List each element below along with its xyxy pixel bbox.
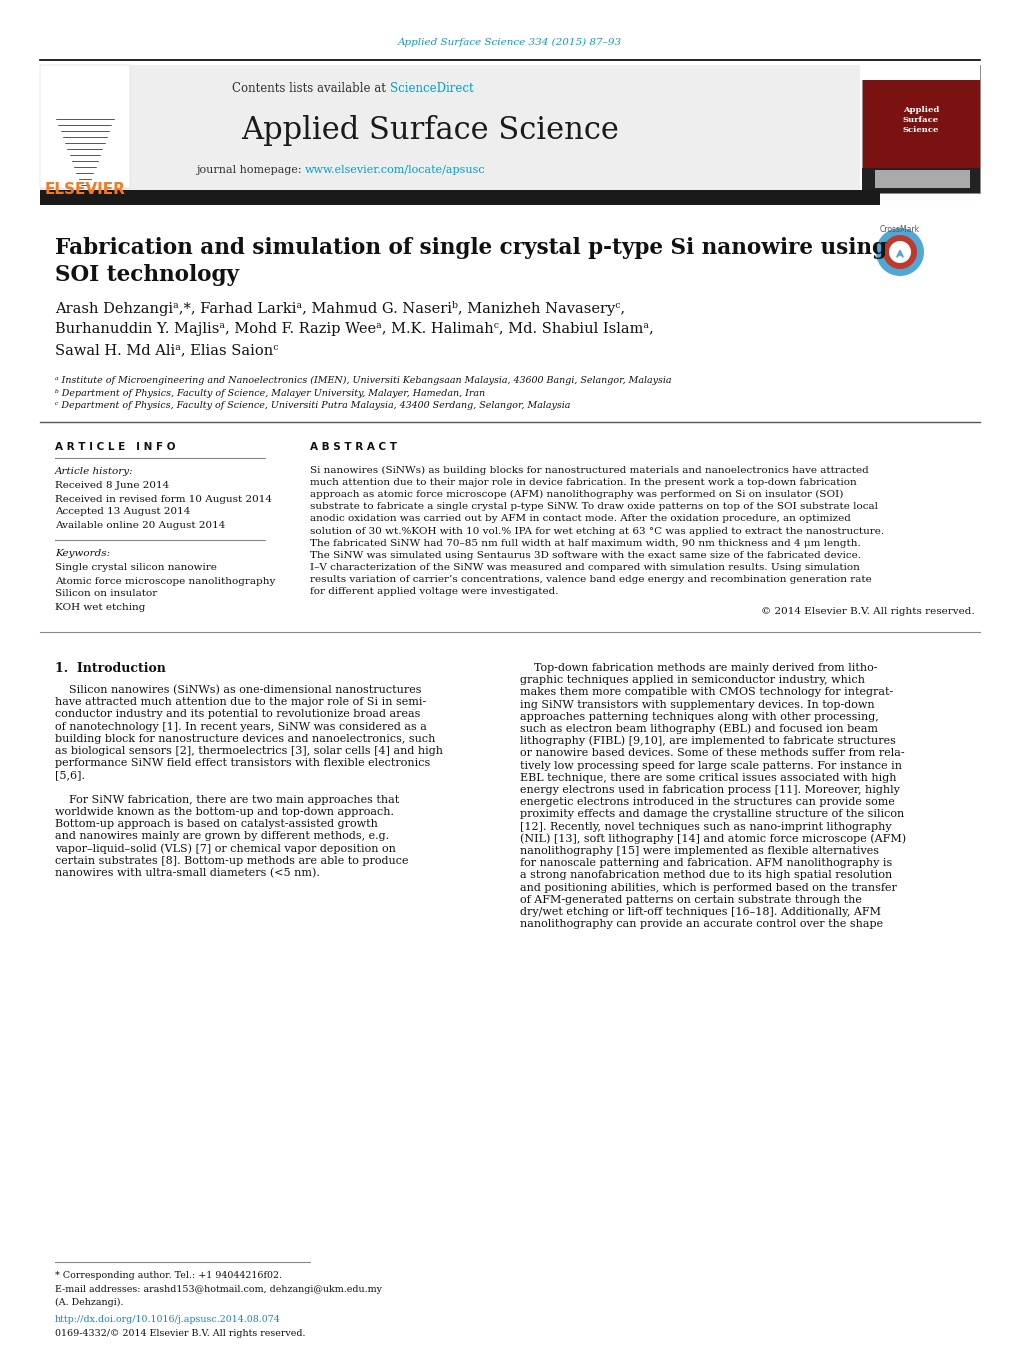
Text: Applied Surface Science: Applied Surface Science [240, 115, 619, 146]
Text: For SiNW fabrication, there are two main approaches that: For SiNW fabrication, there are two main… [55, 794, 398, 805]
Text: solution of 30 wt.%KOH with 10 vol.% IPA for wet etching at 63 °C was applied to: solution of 30 wt.%KOH with 10 vol.% IPA… [310, 527, 883, 535]
Text: © 2014 Elsevier B.V. All rights reserved.: © 2014 Elsevier B.V. All rights reserved… [760, 608, 974, 616]
Text: lithography (FIBL) [9,10], are implemented to fabricate structures: lithography (FIBL) [9,10], are implement… [520, 736, 895, 747]
Text: energetic electrons introduced in the structures can provide some: energetic electrons introduced in the st… [520, 797, 894, 807]
Text: ELSEVIER: ELSEVIER [45, 182, 125, 197]
Text: ᵇ Department of Physics, Faculty of Science, Malayer University, Malayer, Hameda: ᵇ Department of Physics, Faculty of Scie… [55, 389, 485, 397]
Text: substrate to fabricate a single crystal p-type SiNW. To draw oxide patterns on t: substrate to fabricate a single crystal … [310, 503, 877, 511]
Text: Fabrication and simulation of single crystal p-type Si nanowire using: Fabrication and simulation of single cry… [55, 236, 887, 259]
Bar [874, 170, 969, 188]
Text: Atomic force microscope nanolithography: Atomic force microscope nanolithography [55, 577, 275, 585]
Text: Article history:: Article history: [55, 467, 133, 477]
Text: and nanowires mainly are grown by different methods, e.g.: and nanowires mainly are grown by differ… [55, 831, 388, 842]
Text: such as electron beam lithography (EBL) and focused ion beam: such as electron beam lithography (EBL) … [520, 724, 877, 735]
Bar [861, 65, 979, 193]
Text: A B S T R A C T: A B S T R A C T [310, 442, 396, 453]
Text: Si nanowires (SiNWs) as building blocks for nanostructured materials and nanoele: Si nanowires (SiNWs) as building blocks … [310, 466, 868, 474]
Text: ing SiNW transistors with supplementary devices. In top-down: ing SiNW transistors with supplementary … [520, 700, 873, 709]
Text: Sawal H. Md Aliᵃ, Elias Saionᶜ: Sawal H. Md Aliᵃ, Elias Saionᶜ [55, 343, 278, 357]
Text: nanowires with ultra-small diameters (<5 nm).: nanowires with ultra-small diameters (<5… [55, 867, 320, 878]
Text: a strong nanofabrication method due to its high spatial resolution: a strong nanofabrication method due to i… [520, 870, 892, 881]
Text: Available online 20 August 2014: Available online 20 August 2014 [55, 520, 225, 530]
Text: dry/wet etching or lift-off techniques [16–18]. Additionally, AFM: dry/wet etching or lift-off techniques [… [520, 907, 880, 917]
Text: energy electrons used in fabrication process [11]. Moreover, highly: energy electrons used in fabrication pro… [520, 785, 899, 794]
Circle shape [889, 240, 910, 263]
Text: The fabricated SiNW had 70–85 nm full width at half maximum width, 90 nm thickne: The fabricated SiNW had 70–85 nm full wi… [310, 539, 860, 547]
Bar [40, 65, 859, 190]
Text: www.elsevier.com/locate/apsusc: www.elsevier.com/locate/apsusc [305, 165, 485, 176]
Text: performance SiNW field effect transistors with flexible electronics: performance SiNW field effect transistor… [55, 758, 430, 769]
Text: proximity effects and damage the crystalline structure of the silicon: proximity effects and damage the crystal… [520, 809, 904, 820]
Text: Top-down fabrication methods are mainly derived from litho-: Top-down fabrication methods are mainly … [520, 663, 876, 673]
Text: nanolithography can provide an accurate control over the shape: nanolithography can provide an accurate … [520, 919, 882, 929]
Text: ᶜ Department of Physics, Faculty of Science, Universiti Putra Malaysia, 43400 Se: ᶜ Department of Physics, Faculty of Scie… [55, 401, 570, 411]
Text: anodic oxidation was carried out by AFM in contact mode. After the oxidation pro: anodic oxidation was carried out by AFM … [310, 515, 850, 523]
Text: vapor–liquid–solid (VLS) [7] or chemical vapor deposition on: vapor–liquid–solid (VLS) [7] or chemical… [55, 843, 395, 854]
Text: makes them more compatible with CMOS technology for integrat-: makes them more compatible with CMOS tec… [520, 688, 893, 697]
Text: or nanowire based devices. Some of these methods suffer from rela-: or nanowire based devices. Some of these… [520, 748, 904, 758]
Text: Applied Surface Science 334 (2015) 87–93: Applied Surface Science 334 (2015) 87–93 [397, 38, 622, 46]
Text: SOI technology: SOI technology [55, 263, 238, 286]
Bar [40, 65, 129, 188]
Text: journal homepage:: journal homepage: [196, 165, 305, 176]
Text: Contents lists available at: Contents lists available at [232, 81, 389, 95]
Text: much attention due to their major role in device fabrication. In the present wor: much attention due to their major role i… [310, 478, 856, 486]
Text: (A. Dehzangi).: (A. Dehzangi). [55, 1297, 123, 1306]
Bar [40, 190, 879, 205]
Text: Bottom-up approach is based on catalyst-assisted growth: Bottom-up approach is based on catalyst-… [55, 819, 377, 830]
Text: tively low processing speed for large scale patterns. For instance in: tively low processing speed for large sc… [520, 761, 901, 770]
Text: as biological sensors [2], thermoelectrics [3], solar cells [4] and high: as biological sensors [2], thermoelectri… [55, 746, 442, 757]
Text: KOH wet etching: KOH wet etching [55, 603, 146, 612]
Text: [12]. Recently, novel techniques such as nano-imprint lithography: [12]. Recently, novel techniques such as… [520, 821, 891, 832]
Text: approach as atomic force microscope (AFM) nanolithography was performed on Si on: approach as atomic force microscope (AFM… [310, 490, 843, 499]
Text: Keywords:: Keywords: [55, 550, 110, 558]
Text: Arash Dehzangiᵃ,*, Farhad Larkiᵃ, Mahmud G. Naseriᵇ, Manizheh Navaseryᶜ,: Arash Dehzangiᵃ,*, Farhad Larkiᵃ, Mahmud… [55, 300, 625, 316]
Text: Single crystal silicon nanowire: Single crystal silicon nanowire [55, 563, 217, 573]
Text: Silicon nanowires (SiNWs) as one-dimensional nanostructures: Silicon nanowires (SiNWs) as one-dimensi… [55, 685, 421, 696]
Text: results variation of carrier’s concentrations, valence band edge energy and reco: results variation of carrier’s concentra… [310, 576, 871, 584]
Text: EBL technique, there are some critical issues associated with high: EBL technique, there are some critical i… [520, 773, 896, 782]
Text: approaches patterning techniques along with other processing,: approaches patterning techniques along w… [520, 712, 878, 721]
Text: ᵃ Institute of Microengineering and Nanoelectronics (IMEN), Universiti Kebangsaa: ᵃ Institute of Microengineering and Nano… [55, 376, 671, 385]
Circle shape [875, 228, 923, 276]
Text: A R T I C L E   I N F O: A R T I C L E I N F O [55, 442, 175, 453]
Text: worldwide known as the bottom-up and top-down approach.: worldwide known as the bottom-up and top… [55, 807, 393, 817]
Text: 1.  Introduction: 1. Introduction [55, 662, 166, 674]
Text: Applied
Surface
Science: Applied Surface Science [902, 105, 938, 134]
Bar [861, 65, 979, 80]
Text: of nanotechnology [1]. In recent years, SiNW was considered as a: of nanotechnology [1]. In recent years, … [55, 721, 427, 732]
Text: Received in revised form 10 August 2014: Received in revised form 10 August 2014 [55, 494, 272, 504]
Text: graphic techniques applied in semiconductor industry, which: graphic techniques applied in semiconduc… [520, 676, 864, 685]
Text: E-mail addresses: arashd153@hotmail.com, dehzangi@ukm.edu.my: E-mail addresses: arashd153@hotmail.com,… [55, 1285, 382, 1293]
Text: Received 8 June 2014: Received 8 June 2014 [55, 481, 169, 490]
Text: Accepted 13 August 2014: Accepted 13 August 2014 [55, 508, 191, 516]
Text: have attracted much attention due to the major role of Si in semi-: have attracted much attention due to the… [55, 697, 426, 707]
Text: 0169-4332/© 2014 Elsevier B.V. All rights reserved.: 0169-4332/© 2014 Elsevier B.V. All right… [55, 1328, 306, 1337]
Text: CrossMark: CrossMark [879, 224, 919, 234]
Text: Burhanuddin Y. Majlisᵃ, Mohd F. Razip Weeᵃ, M.K. Halimahᶜ, Md. Shabiul Islamᵃ,: Burhanuddin Y. Majlisᵃ, Mohd F. Razip We… [55, 322, 653, 336]
Text: Silicon on insulator: Silicon on insulator [55, 589, 157, 598]
Text: I–V characterization of the SiNW was measured and compared with simulation resul: I–V characterization of the SiNW was mea… [310, 563, 859, 571]
Text: http://dx.doi.org/10.1016/j.apsusc.2014.08.074: http://dx.doi.org/10.1016/j.apsusc.2014.… [55, 1316, 280, 1324]
Bar [861, 168, 979, 193]
Text: for nanoscale patterning and fabrication. AFM nanolithography is: for nanoscale patterning and fabrication… [520, 858, 892, 869]
Text: conductor industry and its potential to revolutionize broad areas: conductor industry and its potential to … [55, 709, 420, 719]
Text: The SiNW was simulated using Sentaurus 3D software with the exact same size of t: The SiNW was simulated using Sentaurus 3… [310, 551, 860, 559]
Text: building block for nanostructure devices and nanoelectronics, such: building block for nanostructure devices… [55, 734, 435, 744]
Text: and positioning abilities, which is performed based on the transfer: and positioning abilities, which is perf… [520, 882, 896, 893]
Text: (NIL) [13], soft lithography [14] and atomic force microscope (AFM): (NIL) [13], soft lithography [14] and at… [520, 834, 905, 844]
Text: [5,6].: [5,6]. [55, 770, 85, 781]
Text: nanolithography [15] were implemented as flexible alternatives: nanolithography [15] were implemented as… [520, 846, 878, 857]
Text: for different applied voltage were investigated.: for different applied voltage were inves… [310, 588, 558, 597]
Text: * Corresponding author. Tel.: +1 94044216f02.: * Corresponding author. Tel.: +1 9404421… [55, 1271, 281, 1281]
Text: of AFM-generated patterns on certain substrate through the: of AFM-generated patterns on certain sub… [520, 894, 861, 905]
Circle shape [882, 235, 916, 269]
Text: certain substrates [8]. Bottom-up methods are able to produce: certain substrates [8]. Bottom-up method… [55, 855, 408, 866]
Text: ScienceDirect: ScienceDirect [389, 81, 473, 95]
